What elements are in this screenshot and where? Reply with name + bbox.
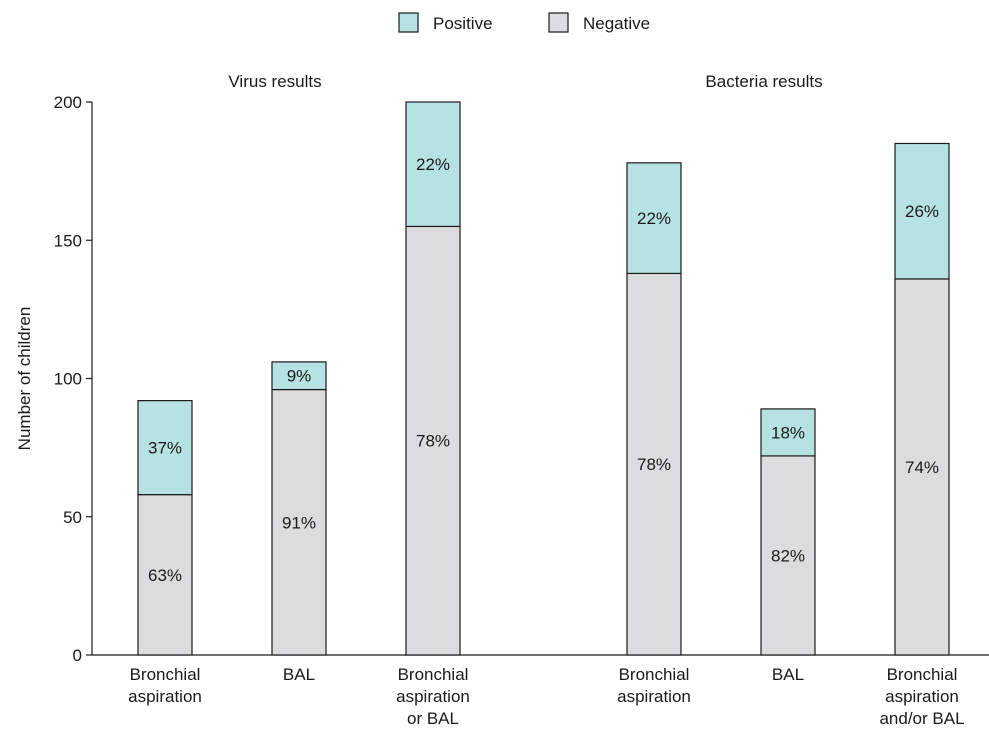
category-label-g1-b2: BAL: [283, 665, 315, 684]
category-label-line: and/or BAL: [879, 709, 964, 728]
bar-negative-g1-b2: [271, 388, 327, 656]
category-label-g1-b3: Bronchial aspiration or BAL: [396, 665, 470, 728]
bar-negative-g2-b1: [626, 272, 682, 656]
legend: Positive Negative: [398, 12, 650, 33]
y-axis-title: Number of children: [15, 307, 34, 451]
y-tick-label-200: 200: [54, 93, 82, 112]
category-label-line: aspiration: [885, 687, 959, 706]
category-label-g2-b1: Bronchial aspiration: [617, 665, 691, 706]
category-label-line: or BAL: [407, 709, 459, 728]
y-tick-label-0: 0: [73, 646, 82, 665]
pct-label-negative-g1-b3: 78%: [416, 432, 450, 451]
bar-positive-g1-b1: [137, 400, 193, 496]
pct-label-positive-g2-b1: 22%: [637, 209, 671, 228]
pct-label-negative-g2-b3: 74%: [905, 458, 939, 477]
group-title-2: Bacteria results: [705, 72, 822, 91]
category-labels: Bronchial aspiration BAL Bronchial aspiratio…: [128, 665, 964, 728]
category-label-line: Bronchial: [887, 665, 958, 684]
bar-negative-g1-b3: [405, 225, 461, 656]
y-tick-label-150: 150: [54, 231, 82, 250]
pct-label-positive-g2-b2: 18%: [771, 423, 805, 442]
category-label-line: Bronchial: [619, 665, 690, 684]
category-label-line: aspiration: [396, 687, 470, 706]
bar-negative-g1-b1: [137, 494, 193, 656]
y-tick-label-100: 100: [54, 370, 82, 389]
bar-positive-g2-b1: [626, 162, 682, 275]
bars: 63% 37% 91% 9% 78% 22% 78% 22% 82% 18% 74% 26%: [137, 101, 950, 656]
bar-positive-g2-b3: [894, 142, 950, 280]
pct-label-negative-g2-b2: 82%: [771, 546, 805, 565]
category-label-line: Bronchial: [398, 665, 469, 684]
pct-label-positive-g1-b3: 22%: [416, 155, 450, 174]
axes: 0 50 100 150 200 Number of children: [15, 93, 989, 665]
legend-swatch-positive: [398, 12, 419, 33]
y-tick-label-50: 50: [63, 508, 82, 527]
bar-positive-g2-b2: [760, 408, 816, 457]
legend-label-negative: Negative: [583, 14, 650, 33]
category-label-g1-b1: Bronchial aspiration: [128, 665, 202, 706]
legend-label-positive: Positive: [433, 14, 493, 33]
bar-negative-g2-b2: [760, 455, 816, 656]
category-label-g2-b3: Bronchial aspiration and/or BAL: [879, 665, 964, 728]
pct-label-positive-g2-b3: 26%: [905, 202, 939, 221]
pct-label-negative-g1-b2: 91%: [282, 513, 316, 532]
bar-positive-g1-b2: [271, 361, 327, 391]
bar-negative-g2-b3: [894, 278, 950, 656]
pct-label-positive-g1-b1: 37%: [148, 439, 182, 458]
group-title-1: Virus results: [228, 72, 321, 91]
category-label-line: BAL: [772, 665, 804, 684]
category-label-line: aspiration: [128, 687, 202, 706]
pct-label-positive-g1-b2: 9%: [287, 367, 312, 386]
category-label-g2-b2: BAL: [772, 665, 804, 684]
bar-positive-g1-b3: [405, 101, 461, 228]
pct-label-negative-g1-b1: 63%: [148, 566, 182, 585]
group-titles: Virus results Bacteria results: [228, 72, 822, 91]
category-label-line: BAL: [283, 665, 315, 684]
category-label-line: Bronchial: [130, 665, 201, 684]
pct-label-negative-g2-b1: 78%: [637, 455, 671, 474]
category-label-line: aspiration: [617, 687, 691, 706]
legend-swatch-negative: [548, 12, 569, 33]
